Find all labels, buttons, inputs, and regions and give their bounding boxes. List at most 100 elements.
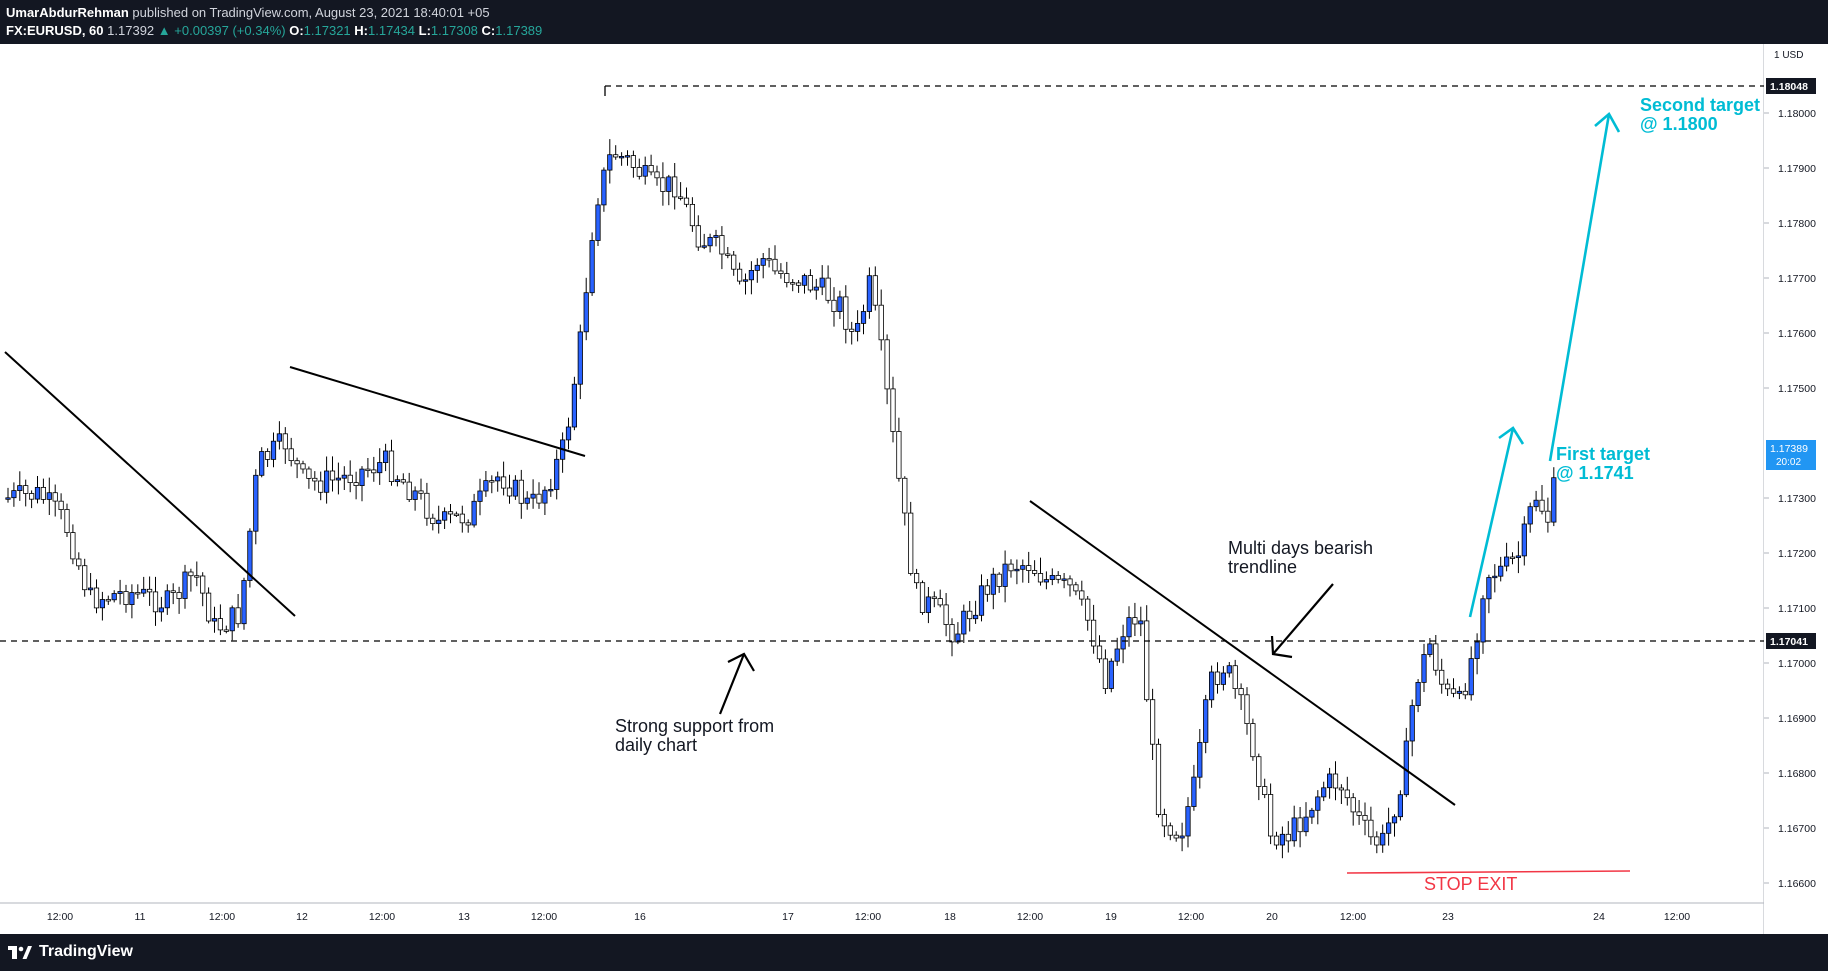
candle-bear [731, 254, 737, 270]
second-target-line1: Second target [1640, 95, 1760, 115]
price-axis[interactable] [1764, 44, 1828, 934]
candle-bear [1273, 835, 1280, 846]
price-tick-label: 1.16800 [1778, 768, 1816, 780]
currency-label[interactable]: 1 USD [1774, 50, 1803, 61]
stop-exit-label[interactable]: STOP EXIT [1424, 874, 1517, 894]
candle-bear [146, 588, 153, 593]
symbol-name[interactable]: FX:EURUSD, 60 [6, 23, 104, 38]
candle-bear [1285, 833, 1291, 842]
candle-bull [323, 470, 330, 493]
chart-canvas[interactable]: Strong support from daily chart Multi da… [0, 44, 1828, 934]
candle-bull [607, 154, 613, 171]
trendline-bearish[interactable] [1029, 500, 1456, 806]
trendline-left[interactable] [4, 351, 296, 617]
candle-bull [1203, 699, 1209, 743]
candle-bear [329, 470, 336, 481]
candle-bear [52, 492, 58, 502]
chart-area[interactable]: Strong support from daily chart Multi da… [0, 44, 1828, 934]
candle-bear [1539, 499, 1545, 512]
first-target-annotation[interactable]: First target @ 1.1741 [1556, 444, 1650, 483]
up-arrow-icon: ▲ [157, 23, 171, 38]
candle-bear [648, 165, 654, 173]
candle-bull [182, 571, 188, 599]
candle-bear [282, 433, 288, 450]
candle-bear [1374, 836, 1380, 846]
candle-bull [11, 490, 17, 499]
close-value: 1.17389 [495, 23, 543, 38]
candle-bull [1504, 556, 1510, 567]
price-tick-label: 1.17000 [1778, 658, 1816, 670]
candle-bear [318, 480, 324, 493]
candle-bear [176, 592, 182, 599]
candle-bull [129, 592, 135, 606]
candle-bull [341, 474, 347, 479]
trendline-annotation[interactable]: Multi days bearish trendline [1228, 538, 1373, 577]
candle-bear [76, 558, 82, 567]
candle-bear [613, 154, 619, 158]
time-tick-label: 24 [1593, 911, 1605, 923]
candle-bear [406, 481, 412, 501]
candle-bull [1114, 648, 1120, 662]
candle-bear [772, 258, 778, 272]
first-target-line2: @ 1.1741 [1556, 463, 1634, 483]
trendline-middle[interactable] [289, 366, 586, 457]
tradingview-brand[interactable]: TradingView [8, 943, 133, 961]
price-tick-label: 1.17300 [1778, 493, 1816, 505]
stop-exit-line[interactable] [1346, 870, 1631, 874]
candle-bull [1456, 690, 1462, 694]
candle-bear [825, 277, 831, 301]
candle-bear [1297, 817, 1303, 833]
candle-bear [1026, 565, 1032, 571]
candle-bull [624, 155, 631, 158]
time-tick-label: 12:00 [47, 911, 73, 923]
candle-bull [813, 286, 819, 291]
time-tick-label: 12:00 [855, 911, 881, 923]
first-target-arrow-icon [1468, 426, 1525, 618]
candle-bear [264, 451, 271, 460]
candle-bear [831, 299, 837, 312]
candle-bear [896, 431, 902, 479]
candle-bull [1409, 705, 1415, 742]
candle-bear [878, 304, 884, 341]
low-label: L: [418, 23, 431, 38]
time-tick-label: 12:00 [1178, 911, 1204, 923]
time-tick-label: 13 [458, 911, 470, 923]
candle-bear [1067, 578, 1073, 586]
candle-bear [1338, 787, 1344, 791]
candle-bear [683, 197, 690, 205]
candle-bear [1445, 683, 1451, 690]
candle-bull [1415, 682, 1421, 707]
candle-bear [400, 479, 406, 483]
candle-bull [554, 458, 560, 490]
price-tick-label: 1.16900 [1778, 713, 1816, 725]
candle-bull [1492, 575, 1498, 579]
candle-bear [300, 463, 306, 470]
candle-bull [512, 479, 519, 497]
candle-bull [801, 275, 808, 286]
candle-bull [359, 468, 365, 487]
candle-bull [99, 599, 105, 609]
candle-bull [1220, 672, 1226, 685]
current-price-badge: 1.17389 20:02 [1766, 440, 1816, 470]
candle-bear [1155, 743, 1162, 815]
candle-bull [17, 485, 23, 492]
price-tick-label: 1.16600 [1778, 878, 1816, 890]
tradingview-logo-icon [8, 946, 32, 959]
second-target-annotation[interactable]: Second target @ 1.1800 [1640, 95, 1760, 134]
candle-bear [1008, 563, 1014, 572]
candle-bull [866, 275, 873, 312]
support-annotation[interactable]: Strong support from daily chart [615, 716, 774, 755]
candlestick-series [5, 139, 1557, 859]
candle-bear [28, 493, 35, 500]
candle-bear [1262, 786, 1268, 795]
candle-bull [1551, 477, 1557, 523]
candle-bear [1509, 556, 1516, 559]
candle-bull [1138, 620, 1144, 625]
published-info: published on TradingView.com, August 23,… [132, 5, 490, 20]
candle-bear [737, 268, 743, 282]
candle-bear [1268, 794, 1274, 837]
candle-bear [489, 480, 495, 483]
candle-bull [990, 573, 996, 595]
candle-bear [459, 513, 465, 524]
author-name[interactable]: UmarAbdurRehman [6, 5, 129, 20]
